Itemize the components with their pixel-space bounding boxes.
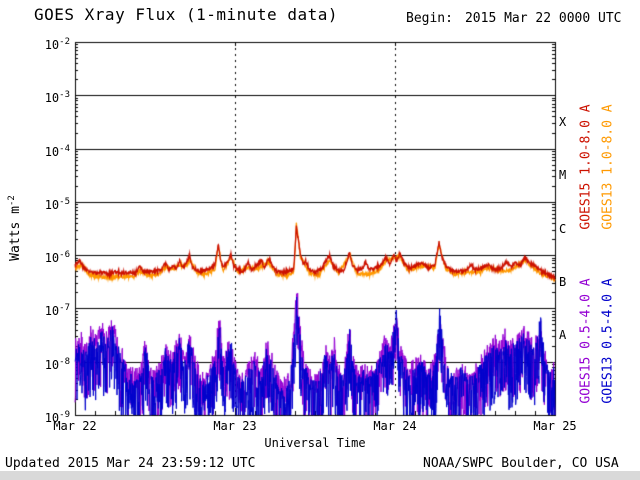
y-tick-label: 10-5 bbox=[44, 196, 70, 212]
y-tick-label: 10-8 bbox=[44, 356, 70, 372]
x-tick-label: Mar 22 bbox=[53, 419, 97, 433]
x-axis-title: Universal Time bbox=[264, 436, 366, 450]
x-tick-label: Mar 24 bbox=[373, 419, 417, 433]
data-source-credit: NOAA/SWPC Boulder, CO USA bbox=[423, 456, 619, 471]
flare-class-label: C bbox=[559, 221, 567, 236]
window-edge-bar bbox=[0, 471, 640, 480]
flare-class-label: X bbox=[559, 114, 567, 129]
begin-value: 2015 Mar 22 0000 UTC bbox=[464, 11, 622, 26]
begin-timestamp: Begin: 2015 Mar 22 0000 UTC bbox=[406, 11, 622, 26]
updated-timestamp: Updated 2015 Mar 24 23:59:12 UTC bbox=[5, 456, 256, 471]
x-tick-label: Mar 25 bbox=[533, 419, 577, 433]
x-tick-label: Mar 23 bbox=[213, 419, 257, 433]
channel-label: GOES13 0.5-4.0 A bbox=[600, 278, 616, 404]
y-tick-label: 10-9 bbox=[44, 410, 70, 425]
flare-class-label: B bbox=[559, 274, 567, 289]
channel-label: GOES15 1.0-8.0 A bbox=[578, 104, 594, 230]
y-tick-label: 10-2 bbox=[44, 37, 70, 52]
y-tick-label: 10-7 bbox=[44, 303, 70, 319]
chart-title: GOES Xray Flux (1-minute data) bbox=[34, 5, 338, 24]
channel-label: GOES15 0.5-4.0 A bbox=[578, 278, 594, 404]
y-tick-label: 10-3 bbox=[44, 90, 70, 106]
channel-label: GOES13 1.0-8.0 A bbox=[600, 104, 616, 230]
y-tick-label: 10-6 bbox=[44, 250, 70, 266]
y-axis-title: Watts m-2 bbox=[6, 195, 24, 261]
begin-label: Begin: bbox=[406, 11, 453, 26]
flare-class-label: M bbox=[559, 168, 567, 183]
flare-class-label: A bbox=[559, 328, 567, 343]
y-tick-label: 10-4 bbox=[44, 143, 70, 159]
